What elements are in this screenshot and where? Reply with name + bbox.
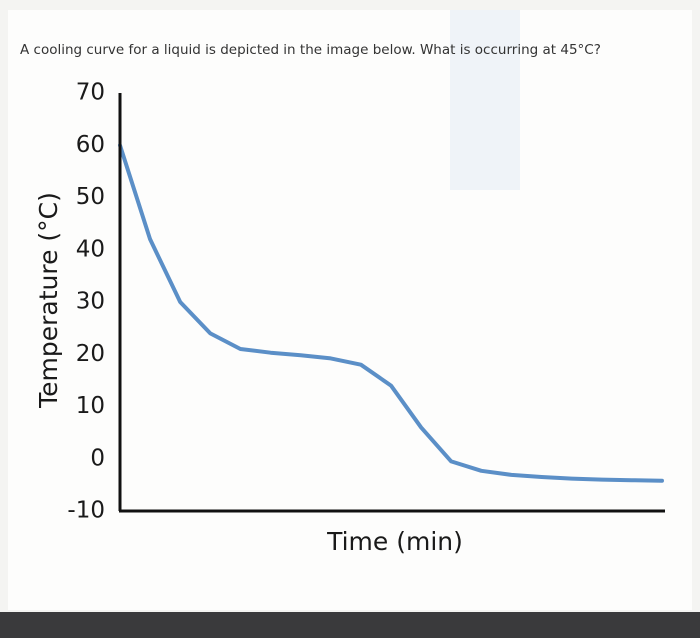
y-tick-label: -10 (67, 498, 105, 524)
taskbar (0, 612, 700, 638)
y-tick-label: 30 (76, 289, 105, 315)
y-axis-title: Temperature (°C) (34, 192, 63, 409)
y-tick-label: 50 (76, 184, 105, 210)
y-tick-label: 10 (76, 393, 105, 419)
question-text: A cooling curve for a liquid is depicted… (20, 42, 601, 58)
plot: -10 0 10 20 30 40 50 60 70 (67, 80, 664, 524)
y-tick-label: 60 (76, 132, 105, 158)
y-tick-label: 20 (76, 341, 105, 367)
glare (450, 10, 520, 190)
cooling-curve (118, 143, 664, 483)
screen-panel (8, 10, 692, 610)
y-tick-label: 70 (76, 80, 105, 106)
y-tick-label: 40 (76, 236, 105, 262)
x-axis-title: Time (min) (326, 527, 463, 556)
y-tick-label: 0 (90, 445, 105, 471)
